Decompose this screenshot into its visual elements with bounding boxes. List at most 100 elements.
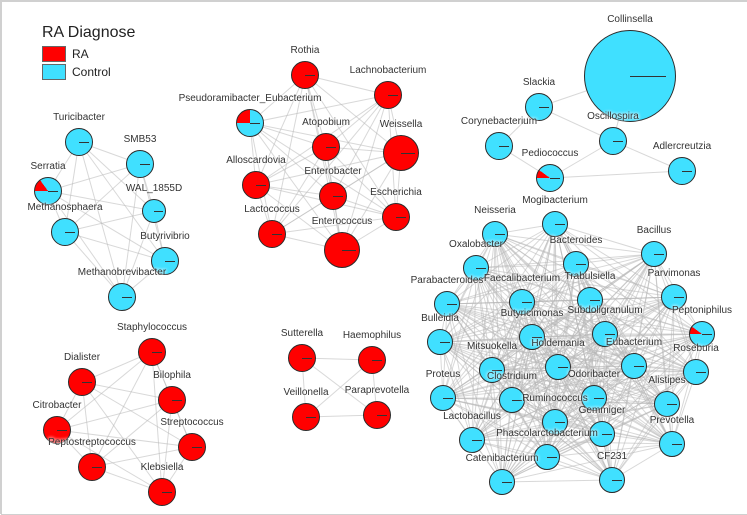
node-label: Slackia xyxy=(523,77,555,88)
node-Paraprevotella: Paraprevotella xyxy=(363,401,391,429)
node-circle xyxy=(641,241,667,267)
node-Sutterella: Sutterella xyxy=(288,344,316,372)
node-label: Ruminococcus xyxy=(522,393,588,404)
node-circle xyxy=(108,283,136,311)
node-label: Streptococcus xyxy=(160,417,223,428)
node-label: Parvimonas xyxy=(648,268,701,279)
node-CF231: CF231 xyxy=(599,467,625,493)
node-circle xyxy=(427,329,453,355)
node-label: Enterobacter xyxy=(304,166,361,177)
node-label: Catenibacterium xyxy=(466,453,539,464)
node-circle xyxy=(661,284,687,310)
node-label: SMB53 xyxy=(124,134,157,145)
network-diagram: RA Diagnose RAControl TuricibacterSerrat… xyxy=(2,2,747,515)
node-label: Veillonella xyxy=(283,387,328,398)
node-Faecalibacterium: Faecalibacterium xyxy=(509,289,535,315)
node-circle xyxy=(463,255,489,281)
node-circle xyxy=(51,218,79,246)
node-circle xyxy=(589,421,615,447)
node-circle xyxy=(126,150,154,178)
node-circle xyxy=(382,203,410,231)
node-label: Sutterella xyxy=(281,328,323,339)
node-circle xyxy=(621,353,647,379)
node-circle xyxy=(683,359,709,385)
node-Veillonella: Veillonella xyxy=(292,403,320,431)
node-circle xyxy=(599,467,625,493)
node-label: CF231 xyxy=(597,451,627,462)
node-circle xyxy=(383,135,419,171)
node-Corynebacterium: Corynebacterium xyxy=(485,132,513,160)
node-Gemmiger: Gemmiger xyxy=(589,421,615,447)
node-circle xyxy=(158,386,186,414)
node-Butyricimonas: Butyricimonas xyxy=(519,324,545,350)
node-Mogibacterium: Mogibacterium xyxy=(542,211,568,237)
node-circle xyxy=(459,427,485,453)
node-label: Lactobacillus xyxy=(443,411,501,422)
node-Parvimonas: Parvimonas xyxy=(661,284,687,310)
node-Slackia: Slackia xyxy=(525,93,553,121)
node-Ruminococcus: Ruminococcus xyxy=(542,409,568,435)
node-WAL_1855D: WAL_1855D xyxy=(142,199,166,223)
node-circle xyxy=(242,171,270,199)
node-Escherichia: Escherichia xyxy=(382,203,410,231)
node-Bilophila: Bilophila xyxy=(158,386,186,414)
node-Weissella: Weissella xyxy=(383,135,419,171)
node-circle xyxy=(178,433,206,461)
node-label: Enterococcus xyxy=(312,216,373,227)
node-circle xyxy=(654,391,680,417)
node-Alistipes: Alistipes xyxy=(654,391,680,417)
node-circle xyxy=(479,357,505,383)
node-label: Alistipes xyxy=(648,375,685,386)
node-circle xyxy=(668,157,696,185)
node-Dialister: Dialister xyxy=(68,368,96,396)
node-circle xyxy=(151,247,179,275)
node-Pediococcus: Pediococcus xyxy=(536,164,564,192)
node-circle xyxy=(291,61,319,89)
node-Oxalobacter: Oxalobacter xyxy=(463,255,489,281)
node-circle xyxy=(430,385,456,411)
node-circle xyxy=(312,133,340,161)
node-label: Faecalibacterium xyxy=(484,273,560,284)
node-Peptoniphilus: Peptoniphilus xyxy=(689,321,715,347)
node-Rothia: Rothia xyxy=(291,61,319,89)
node-Bacillus: Bacillus xyxy=(641,241,667,267)
node-Streptococcus: Streptococcus xyxy=(178,433,206,461)
node-Eubacterium: Eubacterium xyxy=(621,353,647,379)
node-Catenibacterium: Catenibacterium xyxy=(489,469,515,495)
node-Bacteroides: Bacteroides xyxy=(563,251,589,277)
node-Citrobacter: Citrobacter xyxy=(43,416,71,444)
node-Turicibacter: Turicibacter xyxy=(65,128,93,156)
node-Proteus: Proteus xyxy=(430,385,456,411)
node-label: Weissella xyxy=(380,119,423,130)
node-circle xyxy=(34,177,62,205)
node-Lactococcus: Lactococcus xyxy=(258,220,286,248)
node-Roseburia: Roseburia xyxy=(683,359,709,385)
node-circle xyxy=(363,401,391,429)
legend-swatch xyxy=(42,46,66,62)
node-circle xyxy=(43,416,71,444)
node-circle xyxy=(236,109,264,137)
node-label: Atopobium xyxy=(302,117,350,128)
node-label: Pseudoramibacter_Eubacterium xyxy=(179,93,322,104)
node-circle xyxy=(358,346,386,374)
node-label: Mitsuokella xyxy=(467,341,517,352)
node-circle xyxy=(563,251,589,277)
node-Clostridium: Clostridium xyxy=(499,387,525,413)
node-circle xyxy=(138,338,166,366)
node-Methanobrevibacter: Methanobrevibacter xyxy=(108,283,136,311)
node-label: Mogibacterium xyxy=(522,195,588,206)
node-label: Odoribacter xyxy=(568,369,620,380)
node-Lachnobacterium: Lachnobacterium xyxy=(374,81,402,109)
node-label: Neisseria xyxy=(474,205,516,216)
node-Lactobacillus: Lactobacillus xyxy=(459,427,485,453)
legend-item: RA xyxy=(42,46,135,62)
node-Prevotella: Prevotella xyxy=(659,431,685,457)
node-circle xyxy=(509,289,535,315)
node-SMB53: SMB53 xyxy=(126,150,154,178)
node-Bulleidia: Bulleidia xyxy=(427,329,453,355)
node-Parabacteroides: Parabacteroides xyxy=(434,291,460,317)
node-circle xyxy=(525,93,553,121)
node-label: Butyrivibrio xyxy=(140,231,189,242)
node-label: Bilophila xyxy=(153,370,191,381)
node-Alloscardovia: Alloscardovia xyxy=(242,171,270,199)
